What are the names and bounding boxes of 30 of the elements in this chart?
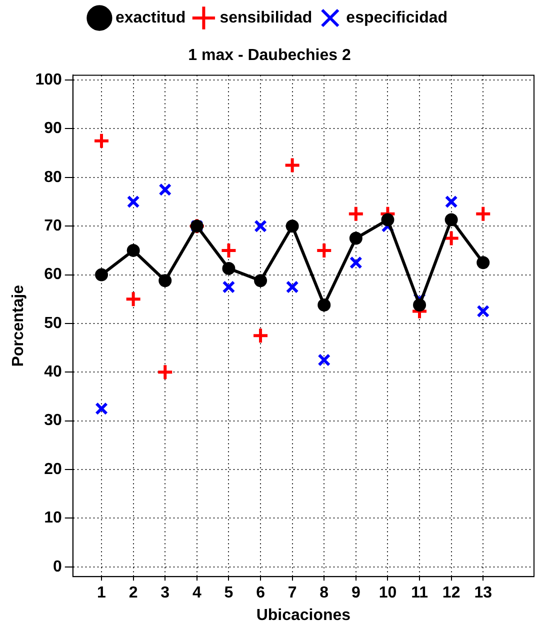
y-tick-label: 80 (44, 168, 62, 186)
legend-label: especificidad (346, 9, 448, 26)
x-tick-label: 8 (320, 584, 329, 602)
y-tick-label: 40 (44, 364, 62, 381)
x-tick-label: 1 (97, 584, 106, 602)
x-tick-label: 5 (224, 584, 234, 602)
legend-label: exactitud (115, 9, 186, 26)
x-tick-label: 12 (442, 584, 460, 602)
y-tick-label: 60 (44, 266, 62, 284)
x-tick-label: 11 (411, 584, 428, 602)
y-tick-label: 20 (44, 460, 62, 478)
y-tick-label: 0 (52, 558, 62, 576)
x-tick-label: 10 (378, 584, 397, 602)
x-tick-label: 4 (192, 584, 202, 602)
y-axis-title: Porcentaje (10, 284, 28, 367)
y-tick-label: 100 (35, 71, 62, 88)
y-tick-label: 10 (44, 510, 62, 527)
x-tick-label: 6 (256, 584, 266, 602)
chart-title: 1 max - Daubechies 2 (188, 47, 351, 64)
y-tick-label: 50 (44, 314, 62, 332)
x-tick-label: 3 (160, 584, 170, 602)
x-tick-label: 9 (351, 584, 360, 602)
legend-label: sensibilidad (220, 9, 312, 26)
y-tick-label: 90 (44, 120, 62, 138)
x-tick-label: 13 (474, 584, 492, 602)
x-axis-title: Ubicaciones (256, 606, 351, 624)
x-tick-label: 7 (288, 584, 297, 602)
y-tick-label: 70 (44, 218, 62, 235)
x-tick-label: 2 (128, 584, 138, 602)
y-tick-label: 30 (44, 412, 62, 430)
